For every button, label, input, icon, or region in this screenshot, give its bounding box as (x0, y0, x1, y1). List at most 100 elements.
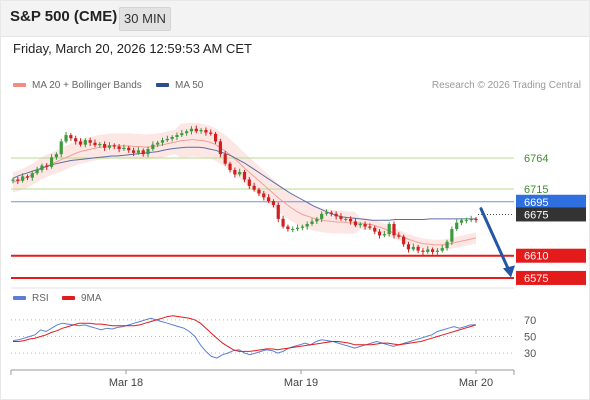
candle-body (469, 218, 473, 221)
candle-body (281, 218, 285, 227)
candle-body (160, 140, 165, 143)
candle-body (252, 185, 256, 190)
last-price-label-bg (516, 207, 586, 222)
candle-body (228, 163, 232, 171)
candle-body (16, 179, 20, 181)
candle-body (262, 193, 266, 198)
candle-body (247, 179, 251, 186)
candle-body (387, 223, 391, 235)
candle-body (344, 218, 348, 220)
candle-body (455, 222, 459, 230)
candle-body (435, 250, 440, 252)
time-axis-label: Mar 19 (284, 377, 318, 389)
candle-body (320, 213, 324, 219)
ma50-swatch (156, 83, 169, 88)
candle-body (368, 226, 372, 228)
candle-body (74, 138, 78, 142)
candle-body (21, 176, 25, 181)
last-price-label: 6675 (524, 209, 548, 221)
candle-body (218, 141, 222, 155)
current-price-label-bg (516, 194, 586, 209)
resistance-label: 6764 (524, 153, 548, 165)
rsi-ma-swatch (62, 296, 75, 301)
candle-body (64, 135, 68, 142)
candle-body (411, 246, 415, 250)
candles (11, 125, 478, 256)
rsi-tick-label: 30 (524, 348, 536, 360)
candle-body (397, 235, 401, 237)
rsi-ma-line (13, 315, 477, 352)
candle-body (426, 249, 430, 252)
candle-body (78, 141, 83, 145)
candle-body (276, 204, 280, 219)
candle-body (242, 171, 247, 180)
candle-body (165, 138, 169, 141)
rsi-swatch (13, 296, 26, 301)
candle-body (300, 226, 304, 228)
candle-body (257, 189, 261, 194)
time-axis-label: Mar 18 (109, 377, 143, 389)
resistance-label: 6715 (524, 184, 548, 196)
candle-body (459, 220, 464, 223)
candle-body (131, 150, 136, 153)
candle-body (194, 128, 198, 132)
candle-body (136, 150, 140, 153)
candle-body (204, 130, 208, 133)
support-label-bg (516, 270, 586, 285)
rsi-tick-label: 50 (524, 332, 536, 344)
candle-body (238, 171, 242, 175)
candle-body (35, 170, 39, 174)
timestamp: Friday, March 20, 2026 12:59:53 AM CET (13, 41, 252, 56)
candle-body (69, 135, 73, 139)
support-label-bg (516, 248, 586, 263)
candle-body (11, 179, 15, 181)
candle-body (329, 212, 333, 214)
timeframe-button[interactable]: 30 MIN (119, 7, 171, 31)
candle-body (310, 221, 314, 224)
candle-body (382, 234, 386, 236)
candle-body (146, 149, 150, 155)
candle-body (305, 223, 309, 227)
candle-body (88, 140, 92, 143)
candle-body (267, 197, 271, 202)
candle-body (339, 216, 343, 219)
ma50-legend: MA 50 (156, 80, 203, 91)
candle-body (122, 147, 126, 150)
candle-body (40, 165, 44, 171)
bollinger-band (13, 122, 476, 251)
candle-body (324, 212, 329, 214)
candle-body (83, 140, 87, 145)
candle-body (271, 201, 276, 205)
candle-body (199, 130, 203, 132)
candle-body (103, 143, 107, 148)
candle-body (358, 223, 362, 226)
candle-body (353, 221, 358, 226)
candle-body (107, 145, 112, 148)
candle-body (209, 132, 213, 134)
ma20-swatch (13, 83, 26, 88)
candle-body (406, 244, 411, 250)
rsi-line (12, 317, 476, 359)
candle-body (295, 227, 300, 230)
candle-body (98, 143, 102, 146)
candle-body (185, 131, 189, 134)
chart-header: S&P 500 (CME) 30 MIN (0, 0, 590, 37)
candle-body (25, 176, 30, 178)
instrument-title: S&P 500 (CME) (10, 8, 118, 25)
research-credit: Research © 2026 Trading Central (431, 80, 581, 91)
candle-body (141, 150, 145, 155)
candle-body (49, 157, 54, 167)
candle-body (334, 213, 338, 217)
candle-body (430, 249, 435, 252)
candle-body (445, 241, 449, 249)
candle-body (156, 142, 160, 145)
rsi-legend-label: RSI (32, 293, 49, 304)
candle-body (117, 146, 121, 150)
candle-body (363, 223, 367, 227)
candle-body (45, 165, 49, 167)
rsi-tick-label: 70 (524, 315, 536, 327)
candle-body (421, 250, 425, 252)
candle-body (291, 229, 295, 231)
support-label: 6610 (524, 251, 548, 263)
